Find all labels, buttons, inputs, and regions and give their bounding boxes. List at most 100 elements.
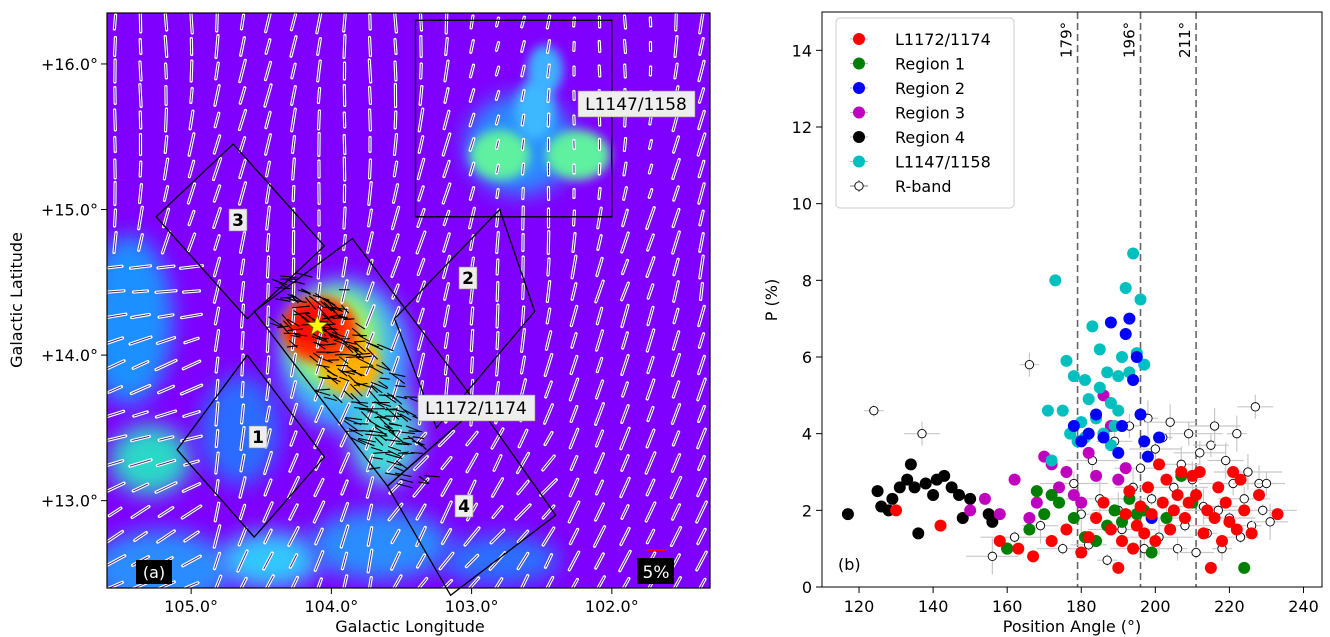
pol-vector [394, 111, 397, 129]
irpol-vector [375, 412, 392, 422]
irpol-vector [323, 301, 336, 314]
map-frame [106, 12, 711, 589]
irpol-vector [374, 424, 388, 431]
pol-vector [621, 355, 629, 375]
pol-vector [444, 283, 449, 300]
irpol-vector [374, 401, 392, 407]
pol-vector [443, 580, 452, 588]
irpol-vector [290, 294, 299, 304]
pol-vector [569, 529, 579, 544]
pol-vector [517, 453, 529, 473]
pol-vector [131, 435, 150, 442]
data-point [1045, 454, 1058, 467]
pol-vector [418, 578, 428, 588]
pol-vector [314, 551, 324, 571]
data-point [1045, 489, 1058, 501]
series-region-3 [964, 389, 1132, 524]
data-point [1024, 360, 1035, 370]
x-tick-label-b: 160 [992, 597, 1023, 616]
irpol-vector [368, 419, 381, 428]
irpol-vector [377, 343, 394, 352]
region-box-3 [155, 143, 326, 320]
region-label-1: 1 [248, 425, 268, 449]
pol-vector [213, 525, 221, 548]
y-tick-label-a: +13.0° [41, 492, 98, 511]
irpol-vector [268, 316, 283, 327]
pol-vector [646, 480, 655, 495]
legend-marker [853, 155, 865, 168]
data-point [893, 481, 906, 494]
pol-vector [107, 290, 125, 293]
pol-vector [107, 482, 125, 492]
x-axis-title-b: Position Angle (°) [1003, 617, 1141, 636]
data-point [1209, 421, 1220, 431]
data-point [1130, 351, 1143, 363]
irpol-vector [356, 355, 372, 359]
pol-vector [646, 429, 655, 448]
irpol-vector [353, 341, 366, 353]
irpol-vector [347, 374, 361, 387]
irpol-vector [405, 425, 421, 433]
pol-vector [418, 309, 424, 323]
pol-vector [188, 161, 195, 177]
pol-vector [515, 504, 531, 520]
legend-item: L1147/1158 [850, 153, 991, 172]
pol-vector [131, 506, 150, 518]
pol-vector [237, 550, 248, 572]
pol-vector [544, 432, 553, 445]
pol-vector [416, 504, 426, 520]
pol-vector [619, 551, 631, 571]
pol-vector [673, 136, 679, 153]
data-point [1239, 494, 1249, 504]
pol-vector [292, 186, 295, 201]
pol-vector [343, 35, 346, 58]
pol-vector [368, 182, 372, 205]
pol-vector [698, 183, 705, 204]
pol-vector [413, 478, 429, 497]
pol-vector [469, 114, 475, 126]
pol-vector [291, 86, 296, 105]
pol-vector [291, 14, 296, 30]
pol-vector [698, 306, 705, 326]
pol-vector [571, 333, 577, 348]
irpol-vector [385, 453, 403, 459]
pol-vector [139, 184, 142, 203]
pol-vector [159, 314, 173, 318]
pol-vector [597, 208, 602, 228]
irpol-vector [326, 299, 335, 310]
data-point [1116, 420, 1128, 432]
pol-vector [239, 137, 246, 152]
irpol-vector [322, 316, 335, 320]
data-point [1097, 431, 1110, 444]
panel-a-ticks: 105.0° 104.0° 103.0° 102.0° +16.0° +15.0° +14.… [41, 55, 639, 616]
data-point [938, 469, 951, 482]
pol-vector [139, 111, 142, 129]
pol-vector [490, 529, 505, 544]
region-box-2 [393, 208, 536, 430]
data-point [1253, 489, 1266, 501]
irpol-vector [407, 435, 423, 447]
pol-vector [673, 186, 679, 201]
data-point [1067, 489, 1080, 501]
pol-vector [673, 309, 679, 323]
pol-vector [470, 65, 474, 77]
irpol-vector [374, 416, 387, 419]
pol-vector [241, 354, 244, 376]
pol-vector [646, 329, 655, 352]
data-point [1141, 481, 1154, 494]
pol-vector [439, 552, 454, 570]
pol-vector [521, 357, 525, 373]
pol-vector [213, 158, 221, 180]
pol-vector [671, 477, 681, 498]
irpol-vector [343, 390, 354, 400]
pol-vector [522, 163, 524, 175]
irpol-vector [354, 406, 372, 410]
pol-vector [113, 232, 117, 253]
pol-vector [315, 406, 323, 422]
pol-vector [290, 36, 297, 57]
data-point [987, 551, 998, 561]
pol-vector [493, 455, 502, 471]
pol-vector [163, 209, 169, 227]
pol-vector [491, 428, 504, 449]
pol-vector [107, 435, 126, 441]
